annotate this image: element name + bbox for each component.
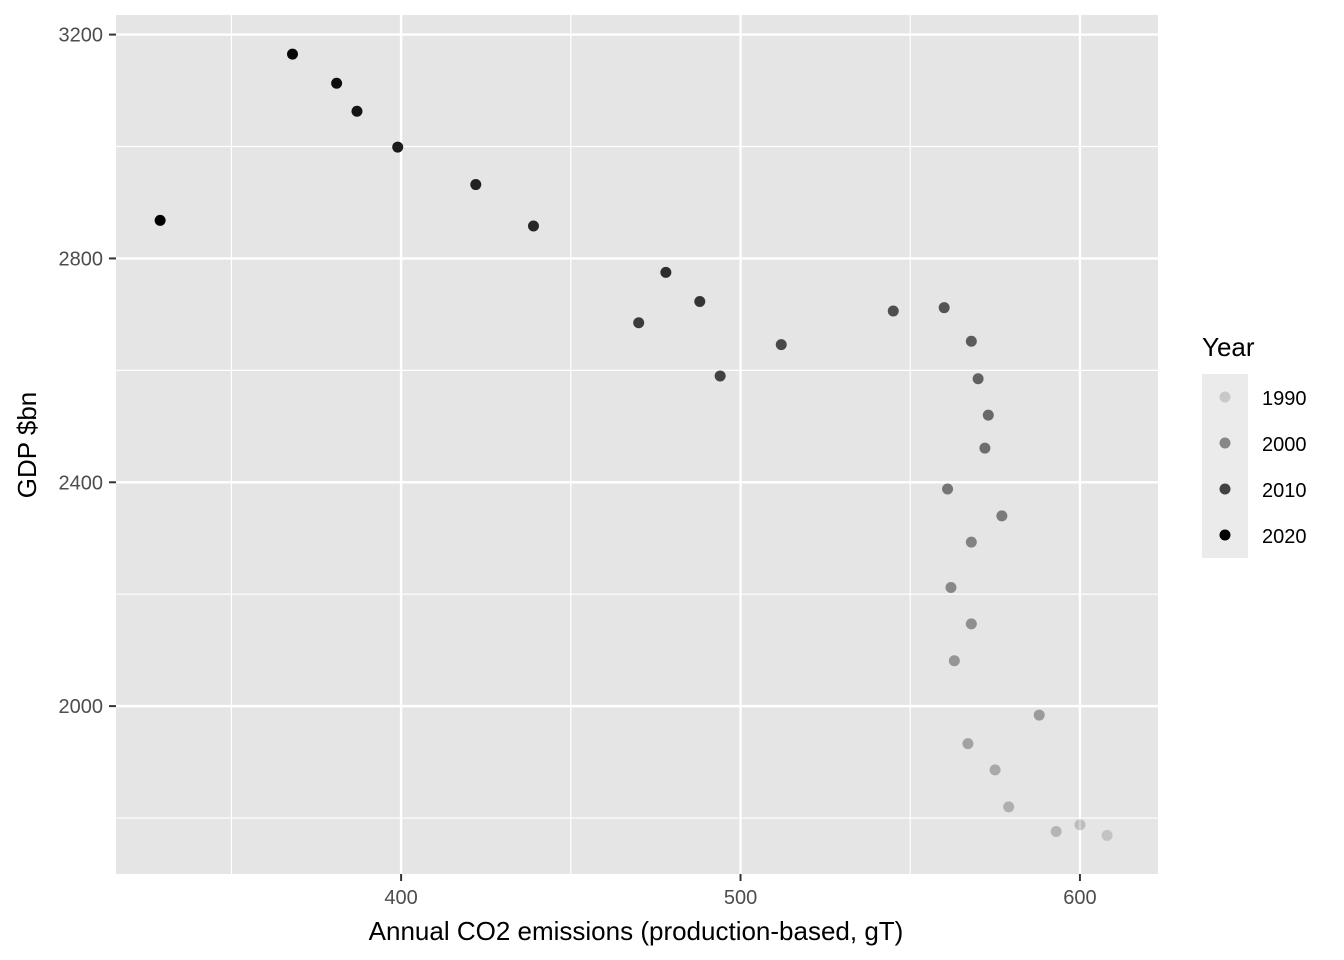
legend-label: 2010: [1262, 480, 1307, 502]
data-point: [989, 764, 1001, 776]
data-point: [979, 442, 991, 454]
y-tick-label: 2800: [59, 248, 104, 270]
legend-title: Year: [1202, 332, 1255, 362]
data-point: [965, 335, 977, 347]
data-points: [154, 48, 1113, 841]
x-tick-label: 600: [1063, 887, 1096, 909]
data-point: [1101, 829, 1113, 841]
data-point: [962, 738, 974, 750]
data-point: [982, 409, 994, 421]
y-tick-label: 3200: [59, 25, 104, 47]
legend-key-point: [1219, 391, 1231, 403]
legend-key-point: [1219, 483, 1231, 495]
data-point: [942, 483, 954, 495]
legend: Year 1990 2000 2010 2020: [1202, 332, 1307, 558]
data-point: [660, 266, 672, 278]
data-point: [1074, 819, 1086, 831]
data-point: [1050, 825, 1062, 837]
legend-key-background: [1202, 374, 1248, 558]
data-point: [470, 179, 482, 191]
legend-entries: 1990 2000 2010 2020: [1219, 388, 1307, 548]
legend-key-point: [1219, 529, 1231, 541]
x-axis: 400 500 600: [384, 874, 1097, 909]
data-point: [527, 220, 539, 232]
data-point: [996, 510, 1008, 522]
data-point: [286, 48, 298, 60]
major-gridlines: [116, 15, 1158, 874]
data-point: [1003, 801, 1015, 813]
legend-key-point: [1219, 437, 1231, 449]
x-tick-label: 500: [724, 887, 757, 909]
data-point: [965, 536, 977, 548]
data-point: [945, 581, 957, 593]
data-point: [887, 305, 899, 317]
legend-label: 1990: [1262, 388, 1307, 410]
legend-label: 2020: [1262, 526, 1307, 548]
plot-panel: [116, 15, 1158, 874]
y-tick-label: 2000: [59, 696, 104, 718]
data-point: [972, 373, 984, 385]
data-point: [633, 317, 645, 329]
y-tick-label: 2400: [59, 472, 104, 494]
data-point: [775, 339, 787, 351]
data-point: [714, 370, 726, 382]
minor-gridlines: [116, 15, 1158, 874]
data-point: [938, 302, 950, 314]
data-point: [351, 105, 363, 117]
y-axis: 2000 2400 2800 3200: [59, 25, 116, 718]
legend-label: 2000: [1262, 434, 1307, 456]
data-point: [694, 296, 706, 308]
data-point: [948, 655, 960, 667]
y-axis-title: GDP $bn: [12, 392, 42, 498]
data-point: [1033, 709, 1045, 721]
data-point: [965, 618, 977, 630]
x-tick-label: 400: [384, 887, 417, 909]
data-point: [154, 214, 166, 226]
data-point: [331, 77, 343, 89]
data-point: [392, 141, 404, 153]
x-axis-title: Annual CO2 emissions (production-based, …: [369, 916, 904, 946]
